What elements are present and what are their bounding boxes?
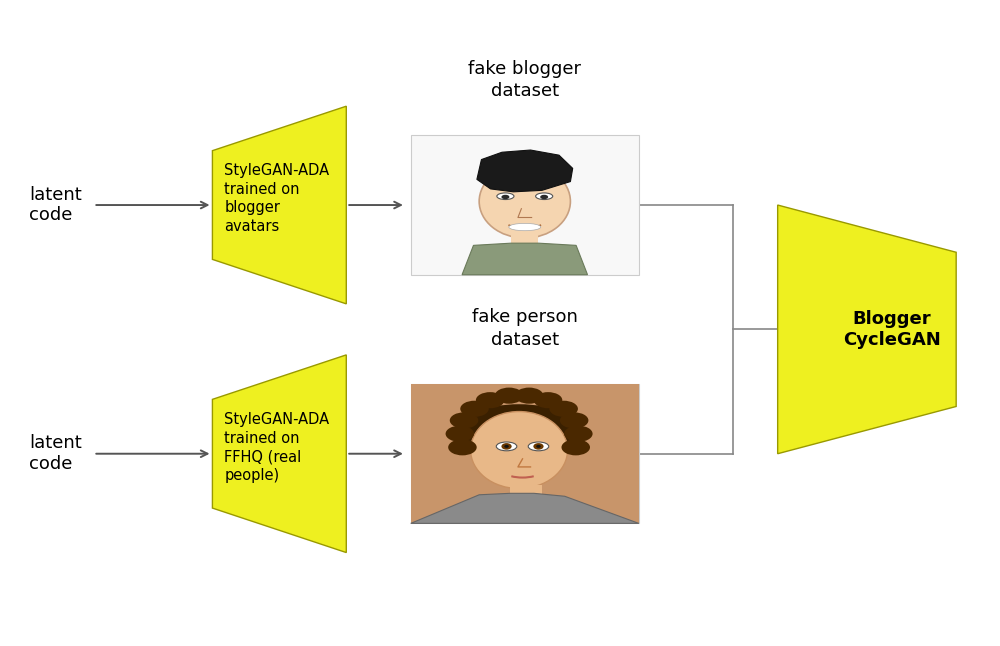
Ellipse shape	[456, 404, 582, 459]
Polygon shape	[477, 150, 573, 192]
Ellipse shape	[460, 401, 489, 417]
Text: fake person
dataset: fake person dataset	[472, 308, 578, 348]
Ellipse shape	[496, 442, 517, 451]
Ellipse shape	[471, 412, 568, 488]
FancyBboxPatch shape	[411, 384, 639, 523]
Ellipse shape	[509, 224, 541, 231]
Ellipse shape	[446, 426, 474, 442]
Ellipse shape	[515, 388, 543, 404]
Ellipse shape	[561, 439, 590, 455]
FancyBboxPatch shape	[510, 484, 542, 496]
Ellipse shape	[549, 401, 578, 417]
Ellipse shape	[497, 193, 514, 200]
Ellipse shape	[450, 412, 478, 428]
Ellipse shape	[533, 443, 544, 450]
Ellipse shape	[448, 439, 477, 455]
Ellipse shape	[540, 194, 548, 199]
Polygon shape	[212, 106, 346, 304]
Ellipse shape	[560, 412, 588, 428]
Ellipse shape	[501, 443, 512, 450]
Ellipse shape	[536, 193, 553, 200]
Ellipse shape	[564, 426, 593, 442]
Ellipse shape	[528, 442, 549, 451]
Text: StyleGAN-ADA
trained on
blogger
avatars: StyleGAN-ADA trained on blogger avatars	[224, 163, 329, 234]
FancyBboxPatch shape	[411, 384, 639, 523]
Polygon shape	[212, 355, 346, 552]
Ellipse shape	[501, 194, 509, 199]
Polygon shape	[462, 243, 588, 275]
Ellipse shape	[476, 392, 504, 408]
Text: StyleGAN-ADA
trained on
FFHQ (real
people): StyleGAN-ADA trained on FFHQ (real peopl…	[224, 412, 329, 483]
Text: Blogger
CycleGAN: Blogger CycleGAN	[843, 310, 941, 349]
Ellipse shape	[504, 445, 509, 448]
Polygon shape	[778, 205, 956, 453]
FancyBboxPatch shape	[411, 136, 639, 275]
Text: fake blogger
dataset: fake blogger dataset	[468, 59, 581, 100]
Ellipse shape	[495, 388, 523, 404]
Ellipse shape	[534, 392, 562, 408]
Text: latent
code: latent code	[29, 434, 82, 473]
Text: latent
code: latent code	[29, 185, 82, 224]
Ellipse shape	[479, 165, 570, 238]
FancyBboxPatch shape	[511, 234, 538, 245]
Polygon shape	[411, 494, 639, 523]
Ellipse shape	[536, 445, 541, 448]
